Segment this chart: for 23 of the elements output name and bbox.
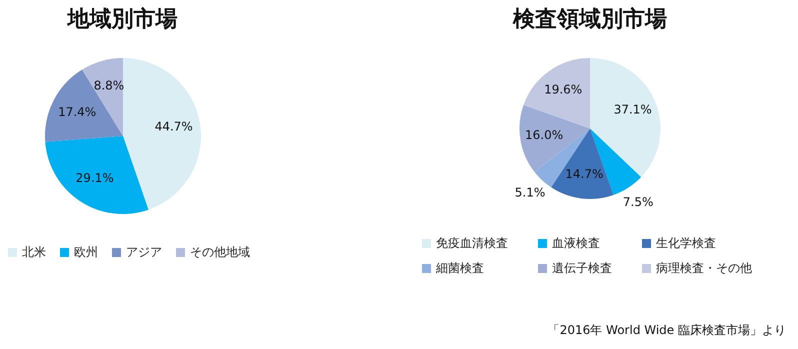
data-label: 7.5% bbox=[622, 194, 654, 209]
data-label: 5.1% bbox=[514, 186, 546, 200]
data-label: 44.7% bbox=[154, 120, 192, 134]
legend-label: 細菌検査 bbox=[435, 260, 485, 277]
legend-label: アジア bbox=[125, 244, 162, 261]
data-label: 8.8% bbox=[93, 78, 124, 93]
legend-label: その他地域 bbox=[189, 244, 250, 261]
data-label: 37.1% bbox=[614, 102, 652, 116]
legend-label: 生化学検査 bbox=[655, 235, 717, 252]
chart-title: 地域別市場 bbox=[66, 6, 178, 34]
data-label: 29.1% bbox=[75, 171, 114, 186]
text: 「2016年 World Wide 臨床検査市場」より bbox=[548, 322, 786, 339]
legend-label: 病理検査・その他 bbox=[655, 260, 752, 277]
legend-label: 血液検査 bbox=[551, 235, 601, 252]
legend-label: 欧州 bbox=[73, 244, 98, 261]
data-label: 19.6% bbox=[544, 82, 582, 97]
legend-label: 遺伝子検査 bbox=[551, 260, 612, 277]
legend-label: 北米 bbox=[21, 244, 46, 261]
legend-label: 免疫血清検査 bbox=[435, 235, 508, 252]
data-label: 14.7% bbox=[565, 166, 604, 181]
chart-title: 検査領域別市場 bbox=[512, 6, 668, 34]
data-label: 16.0% bbox=[525, 128, 564, 142]
data-label: 17.4% bbox=[58, 104, 96, 119]
